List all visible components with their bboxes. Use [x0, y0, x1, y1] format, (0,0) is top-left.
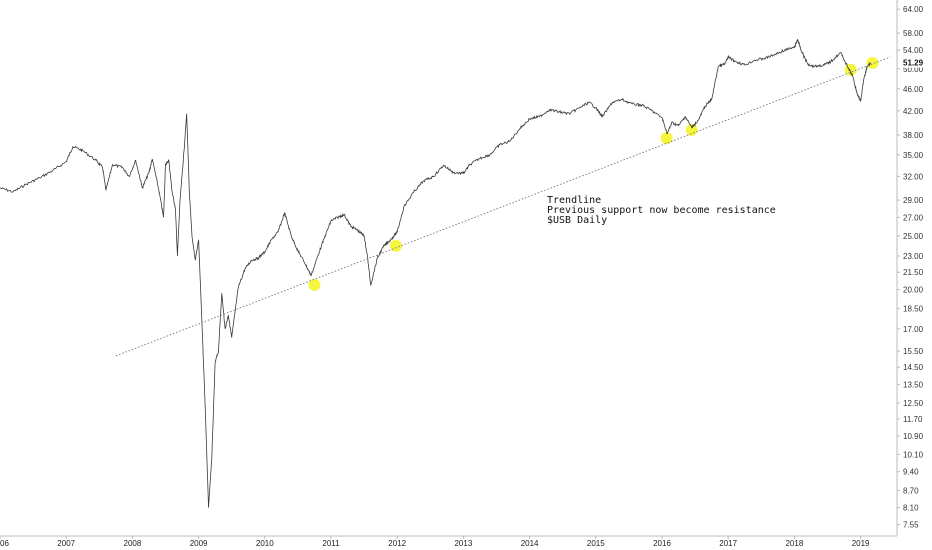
y-tick-label: 17.00: [903, 325, 924, 334]
y-tick-label: 10.90: [903, 432, 924, 441]
highlight-marker-2: [389, 239, 402, 252]
x-tick-label: 2016: [653, 539, 671, 548]
y-tick-label: 18.50: [903, 304, 924, 313]
y-tick-label: 29.00: [903, 196, 924, 205]
highlight-marker-1: [308, 278, 321, 291]
x-tick-label: 2009: [190, 539, 208, 548]
y-tick-label: 11.70: [903, 415, 923, 424]
highlight-marker-6: [866, 57, 879, 70]
y-tick-label: 9.40: [903, 468, 919, 477]
x-tick-label: 2010: [256, 539, 274, 548]
highlight-marker-3: [660, 132, 673, 145]
y-tick-label: 8.10: [903, 504, 919, 513]
last-price-background: [898, 57, 932, 68]
y-tick-label: 15.50: [903, 347, 924, 356]
last-price-label: 51.29: [903, 59, 924, 68]
x-tick-label: 2006: [0, 539, 9, 548]
x-tick-label: 2015: [587, 539, 605, 548]
price-series-line: [0, 38, 871, 508]
y-tick-label: 32.00: [903, 172, 924, 181]
y-tick-label: 54.00: [903, 46, 924, 55]
x-tick-label: 2017: [719, 539, 737, 548]
y-tick-label: 27.00: [903, 213, 924, 222]
x-tick-label: 2019: [852, 539, 870, 548]
last-price-marker: 51.29: [898, 57, 932, 68]
y-tick-label: 12.50: [903, 399, 924, 408]
y-tick-label: 10.10: [903, 450, 924, 459]
y-tick-label: 13.50: [903, 380, 924, 389]
x-tick-label: 2013: [454, 539, 472, 548]
y-axis-ticks: 64.00 58.00 54.00 50.00 46.00 42.00 38.00 35.00…: [897, 5, 924, 530]
x-tick-label: 2012: [388, 539, 406, 548]
x-tick-label: 2018: [785, 539, 803, 548]
y-tick-label: 50.00: [903, 65, 924, 74]
annotation-line-1: Trendline: [547, 195, 601, 206]
y-tick-label: 25.00: [903, 232, 924, 241]
y-tick-label: 23.00: [903, 252, 924, 261]
y-tick-label: 58.00: [903, 29, 924, 38]
y-tick-label: 7.55: [903, 521, 919, 530]
y-tick-label: 46.00: [903, 85, 924, 94]
trendline: [115, 56, 891, 357]
highlight-marker-4: [685, 123, 698, 136]
y-tick-label: 21.50: [903, 268, 924, 277]
annotation-text: Trendline Previous support now become re…: [547, 195, 776, 226]
x-tick-label: 2011: [322, 539, 340, 548]
annotation-line-3: $USB Daily: [547, 215, 607, 226]
y-tick-label: 64.00: [903, 5, 924, 14]
y-tick-label: 14.50: [903, 363, 924, 372]
y-tick-label: 35.00: [903, 151, 924, 160]
y-tick-label: 8.70: [903, 486, 919, 495]
y-tick-label: 42.00: [903, 107, 924, 116]
y-tick-label: 20.00: [903, 286, 924, 295]
x-tick-label: 2014: [521, 539, 539, 548]
x-axis-ticks: 2006 2007 2008 2009 2010 2011 2012 2013 2014 2015…: [0, 536, 870, 548]
y-tick-label: 38.00: [903, 131, 924, 140]
x-tick-label: 2007: [57, 539, 75, 548]
x-tick-label: 2008: [124, 539, 142, 548]
annotation-line-2: Previous support now become resistance: [547, 205, 776, 216]
highlight-markers: [308, 57, 879, 291]
